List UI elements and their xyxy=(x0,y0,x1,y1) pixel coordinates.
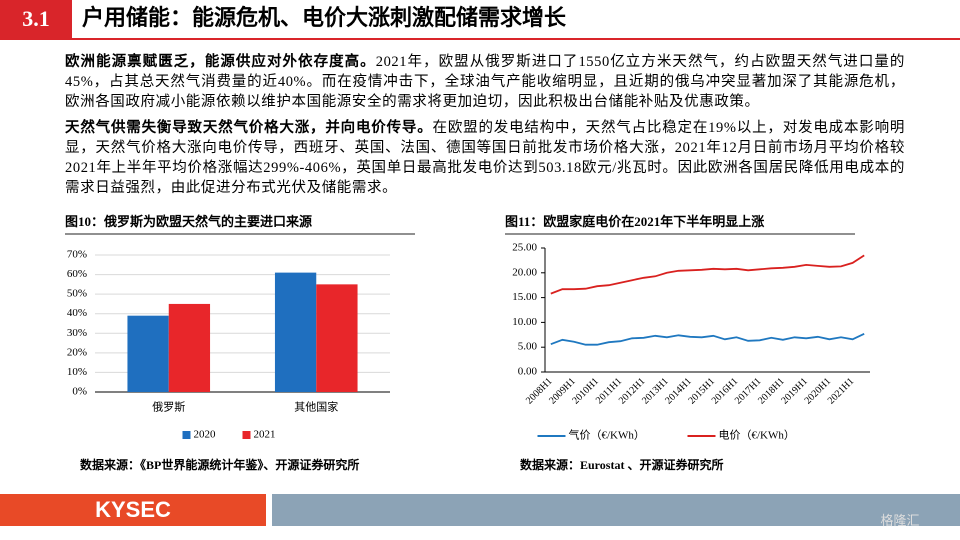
chart-source: 数据来源：Eurostat 、开源证券研究所 xyxy=(520,457,723,472)
y-tick-label: 50% xyxy=(67,288,87,300)
bar xyxy=(316,284,358,392)
legend-label: 2020 xyxy=(194,429,217,441)
chart-title: 图10：俄罗斯为欧盟天然气的主要进口来源 xyxy=(65,214,312,229)
legend-swatch xyxy=(182,431,191,439)
y-tick-label: 0% xyxy=(72,386,87,398)
bar xyxy=(274,272,317,392)
line-series xyxy=(550,254,865,295)
y-tick-label: 30% xyxy=(67,327,87,339)
logo-box xyxy=(0,494,266,526)
y-tick-label: 70% xyxy=(67,249,87,261)
x-tick-label: 俄罗斯 xyxy=(152,401,185,414)
y-tick-label: 20.00 xyxy=(512,266,537,278)
paragraph-lead: 欧洲能源禀赋匮乏，能源供应对外依存度高。 xyxy=(65,54,376,70)
legend-label: 2021 xyxy=(254,429,276,441)
y-tick-label: 20% xyxy=(67,346,87,358)
section-box xyxy=(0,0,72,40)
legend-label: 电价（€/KWh） xyxy=(719,429,795,442)
y-tick-label: 40% xyxy=(67,307,87,319)
y-tick-label: 5.00 xyxy=(518,341,538,353)
y-tick-label: 15.00 xyxy=(512,291,537,303)
logo: KYSEC xyxy=(95,497,171,522)
x-tick-label: 其他国家 xyxy=(294,400,338,414)
legend-label: 气价（€/KWh） xyxy=(569,428,645,442)
paragraph-text: 2021年，欧盟从俄罗斯进口了1550亿立方米天然气，约占欧盟天然气进口量的45… xyxy=(65,54,906,110)
paragraph-lead: 天然气供需失衡导致天然气价格大涨，并向电价传导。 xyxy=(65,120,433,136)
chart-source: 数据来源：《BP世界能源统计年鉴》、开源证券研究所 xyxy=(80,457,359,472)
y-tick-label: 10.00 xyxy=(512,316,537,328)
paragraph: 欧洲能源禀赋匮乏，能源供应对外依存度高。2021年，欧盟从俄罗斯进口了1550亿… xyxy=(65,52,905,112)
title-rule xyxy=(72,38,960,40)
x-tick-label: 2021H1 xyxy=(826,376,857,407)
y-tick-label: 25.00 xyxy=(512,242,537,254)
footer-bar xyxy=(272,494,960,526)
watermark: 格隆汇 xyxy=(880,513,919,528)
bar xyxy=(127,315,169,392)
paragraph-text: 在欧盟的发电结构中，天然气占比稳定在19%以上，对发电成本影响明显，天然气价格大… xyxy=(65,120,905,196)
y-tick-label: 0.00 xyxy=(518,366,538,378)
section-number: 3.1 xyxy=(22,6,50,31)
line-series xyxy=(550,332,865,346)
legend-swatch xyxy=(242,431,251,439)
slide-title: 户用储能：能源危机、电价大涨刺激配储需求增长 xyxy=(82,5,567,30)
paragraph: 天然气供需失衡导致天然气价格大涨，并向电价传导。在欧盟的发电结构中，天然气占比稳… xyxy=(65,118,905,198)
chart-title: 图11：欧盟家庭电价在2021年下半年明显上涨 xyxy=(505,214,764,229)
y-tick-label: 10% xyxy=(67,366,87,378)
bar xyxy=(168,303,211,392)
y-tick-label: 60% xyxy=(67,268,87,280)
